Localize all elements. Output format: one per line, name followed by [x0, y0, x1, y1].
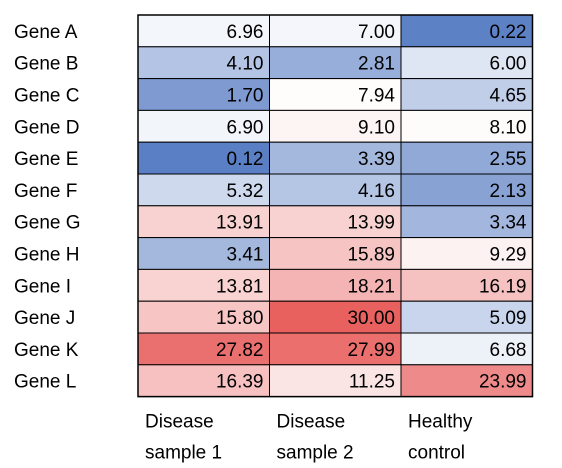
heatmap-cell: [400, 173, 533, 207]
column-label-line1: Disease: [145, 412, 214, 433]
cell-value-label: 15.89: [347, 245, 395, 266]
heatmap-cell: [137, 237, 270, 270]
column-label-line2: control: [408, 443, 465, 464]
heatmap-cell: [269, 78, 402, 111]
heatmap-cell: [400, 205, 533, 239]
cell-value-label: 27.99: [347, 340, 395, 361]
row-label: Gene E: [14, 149, 78, 170]
cell-value-label: 5.32: [227, 181, 264, 202]
cell-value-label: 6.68: [490, 340, 527, 361]
cell-value-label: 3.41: [227, 245, 264, 266]
cell-value-label: 23.99: [479, 372, 527, 393]
cell-value-label: 30.00: [347, 308, 395, 329]
cell-value-label: 6.96: [227, 22, 264, 43]
row-label: Gene B: [14, 54, 78, 75]
heatmap-cell: [400, 268, 533, 302]
heatmap-cell: [269, 173, 402, 207]
heatmap-border: [137, 14, 534, 398]
cell-value-label: 3.39: [358, 149, 395, 170]
cell-value-label: 27.82: [216, 340, 264, 361]
cell-value-label: 7.00: [358, 22, 395, 43]
row-label: Gene G: [14, 213, 81, 234]
heatmap-cell: [269, 205, 402, 239]
row-label: Gene K: [14, 340, 79, 361]
heatmap-cell: [269, 300, 402, 334]
row-label: Gene C: [14, 86, 79, 107]
cell-value-label: 16.39: [216, 372, 264, 393]
cell-value-label: 13.91: [216, 213, 264, 234]
cell-value-label: 2.13: [490, 181, 527, 202]
heatmap-cell: [269, 237, 402, 270]
cell-value-label: 4.16: [358, 181, 395, 202]
heatmap-cell: [269, 141, 402, 175]
column-label-line2: sample 1: [145, 443, 222, 464]
heatmap-cell: [137, 14, 270, 48]
cell-value-label: 15.80: [216, 308, 264, 329]
row-label: Gene I: [14, 276, 71, 297]
cell-value-label: 4.65: [490, 86, 527, 107]
row-label: Gene J: [14, 308, 75, 329]
cell-value-label: 6.00: [490, 54, 527, 75]
heatmap-cell: [400, 364, 533, 398]
row-label: Gene L: [14, 372, 76, 393]
row-label: Gene H: [14, 245, 79, 266]
heatmap-cell: [269, 14, 402, 48]
heatmap-cell: [137, 300, 270, 334]
row-label: Gene A: [14, 22, 78, 43]
heatmap-cell: [137, 268, 270, 302]
cell-value-label: 7.94: [358, 86, 395, 107]
cell-value-label: 0.12: [227, 149, 264, 170]
cell-value-label: 13.81: [216, 276, 264, 297]
cell-value-label: 1.70: [227, 86, 264, 107]
cell-value-label: 9.10: [358, 117, 395, 138]
cell-value-label: 3.34: [490, 213, 527, 234]
cell-value-label: 6.90: [227, 117, 264, 138]
cell-value-label: 4.10: [227, 54, 264, 75]
heatmap-cell: [400, 109, 533, 143]
cell-value-label: 18.21: [347, 276, 395, 297]
row-label: Gene F: [14, 181, 77, 202]
heatmap-cell: [137, 332, 270, 366]
cell-value-label: 9.29: [490, 245, 527, 266]
column-label-line1: Healthy: [408, 412, 473, 433]
cell-value-label: 11.25: [349, 372, 395, 393]
cell-value-label: 16.19: [479, 276, 527, 297]
cell-value-label: 0.22: [490, 22, 527, 43]
heatmap-cell: [137, 205, 270, 239]
column-label-line1: Disease: [277, 412, 346, 433]
cell-value-label: 13.99: [347, 213, 395, 234]
row-label: Gene D: [14, 117, 79, 138]
cell-value-label: 8.10: [490, 117, 527, 138]
heatmap-cell: [400, 46, 533, 80]
heatmap-cell: [137, 109, 270, 143]
cell-value-label: 2.55: [490, 149, 527, 170]
cell-value-label: 5.09: [490, 308, 527, 329]
column-label-line2: sample 2: [277, 443, 354, 464]
cell-value-label: 2.81: [358, 54, 395, 75]
